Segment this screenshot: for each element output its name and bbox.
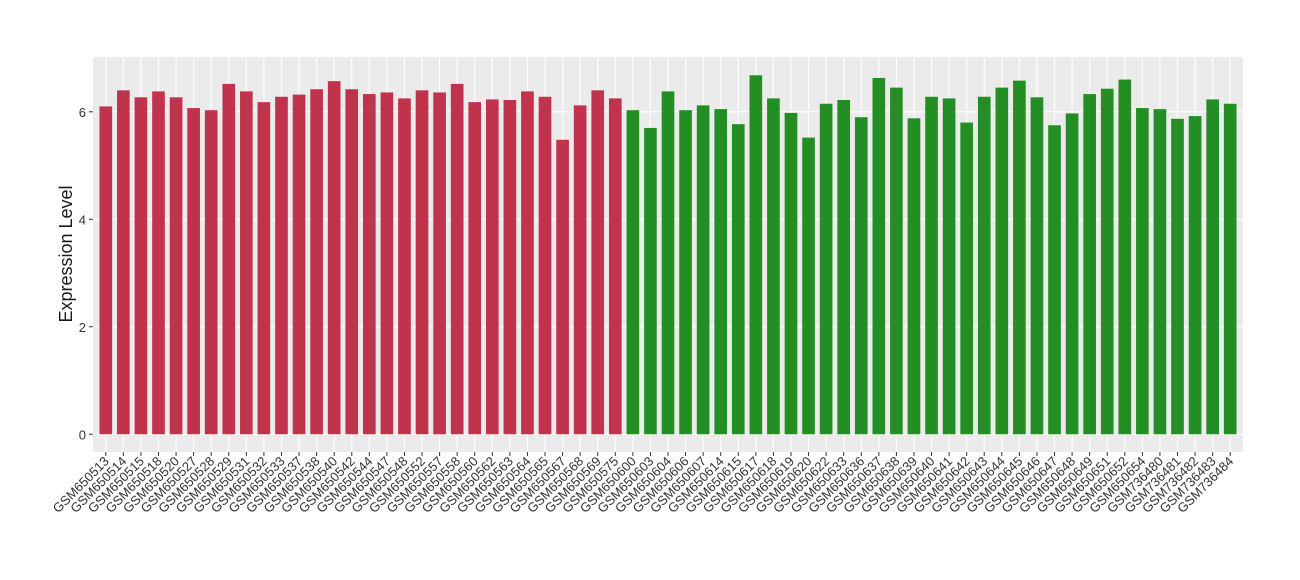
bar bbox=[942, 98, 956, 435]
bar bbox=[872, 77, 886, 435]
bar bbox=[960, 122, 974, 435]
bar bbox=[1171, 118, 1184, 435]
y-tick-label: 6 bbox=[79, 105, 86, 120]
bar bbox=[485, 99, 499, 435]
bar bbox=[714, 109, 728, 435]
bar bbox=[222, 83, 236, 435]
bar bbox=[661, 91, 675, 435]
y-tick-label: 2 bbox=[79, 320, 86, 335]
bar bbox=[169, 97, 183, 435]
bar bbox=[608, 98, 622, 435]
bar bbox=[1048, 125, 1061, 435]
bar bbox=[187, 108, 200, 435]
bar bbox=[415, 90, 429, 435]
bar bbox=[784, 112, 798, 435]
bar bbox=[292, 94, 306, 435]
bar bbox=[275, 96, 288, 435]
bar bbox=[679, 110, 692, 435]
bar bbox=[1013, 80, 1026, 435]
bar bbox=[890, 87, 903, 435]
bar bbox=[362, 94, 376, 435]
bar bbox=[398, 98, 411, 435]
bar bbox=[837, 99, 851, 435]
y-tick-label: 4 bbox=[79, 212, 86, 227]
y-axis-title: Expression Level bbox=[56, 185, 76, 322]
bar bbox=[1030, 97, 1044, 435]
bar bbox=[644, 127, 657, 435]
bar bbox=[696, 105, 710, 435]
bar bbox=[240, 91, 253, 435]
bar bbox=[767, 98, 780, 435]
y-tick-label: 0 bbox=[79, 427, 86, 442]
bar bbox=[503, 99, 517, 435]
bar bbox=[626, 110, 640, 435]
bar bbox=[1188, 116, 1202, 435]
bar bbox=[310, 89, 323, 435]
bar bbox=[1100, 88, 1114, 435]
bar bbox=[1206, 99, 1219, 435]
bar bbox=[907, 118, 921, 435]
bar bbox=[556, 139, 569, 435]
bar bbox=[327, 81, 341, 435]
bar bbox=[152, 91, 165, 435]
bar bbox=[521, 91, 534, 435]
bar bbox=[854, 117, 868, 435]
bar bbox=[977, 96, 991, 435]
bar bbox=[1153, 109, 1167, 435]
bar bbox=[1136, 108, 1149, 435]
bar bbox=[1223, 103, 1237, 435]
bar bbox=[433, 92, 446, 435]
bar bbox=[468, 102, 482, 435]
bar bbox=[925, 96, 938, 435]
bar bbox=[345, 89, 359, 435]
bar bbox=[731, 124, 745, 435]
bar bbox=[1118, 79, 1132, 435]
bar bbox=[749, 75, 763, 435]
bar bbox=[134, 97, 148, 435]
bar bbox=[802, 137, 815, 435]
bar bbox=[257, 102, 271, 435]
bar bbox=[99, 106, 113, 435]
bar bbox=[1083, 94, 1096, 435]
bar bbox=[204, 110, 218, 435]
bar bbox=[995, 87, 1009, 435]
bar bbox=[573, 105, 587, 435]
bar bbox=[380, 92, 394, 435]
bar bbox=[591, 90, 605, 435]
bar bbox=[538, 96, 552, 435]
bar bbox=[117, 90, 130, 435]
bar bbox=[819, 103, 833, 435]
bar bbox=[450, 83, 464, 435]
bar bbox=[1065, 113, 1079, 435]
